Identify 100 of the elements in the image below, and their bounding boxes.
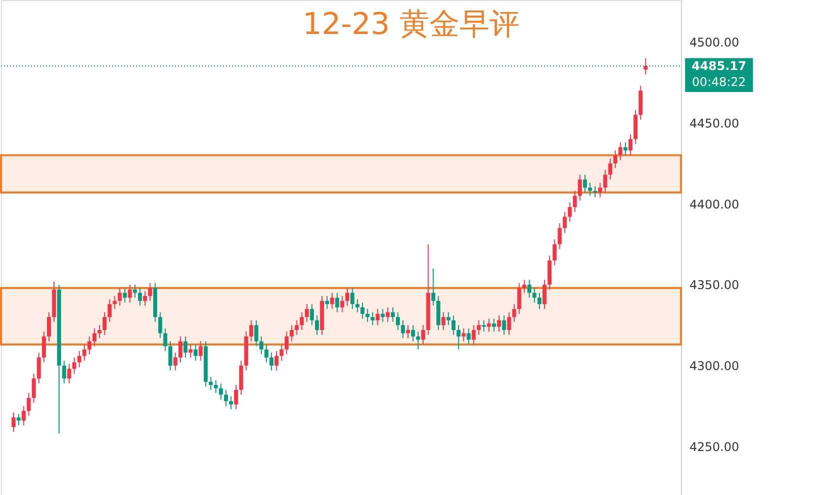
- candlestick: [492, 318, 496, 332]
- y-tick-label: 4300.00: [690, 359, 740, 374]
- candlestick: [441, 312, 446, 330]
- candlestick: [472, 324, 476, 346]
- candlestick: [67, 363, 72, 384]
- candlestick: [532, 287, 536, 303]
- candlestick: [46, 312, 51, 342]
- text: 00:48:22: [692, 75, 746, 90]
- candlestick: [456, 324, 461, 350]
- candlestick: [259, 336, 264, 355]
- candlestick: [22, 406, 26, 426]
- candlestick: [466, 328, 471, 346]
- candlestick: [143, 290, 148, 306]
- candlestick: [269, 352, 274, 371]
- candlestick: [568, 202, 572, 222]
- y-tick-label: 4350.00: [690, 278, 740, 292]
- candlestick: [36, 352, 41, 384]
- candlestick: [462, 328, 466, 342]
- candlestick: [198, 340, 203, 362]
- candlestick: [366, 308, 370, 322]
- candlestick: [218, 382, 223, 400]
- candlestick: [578, 174, 582, 202]
- candlestick: [102, 312, 107, 336]
- candlestick: [380, 308, 385, 322]
- candlestick: [390, 306, 395, 322]
- candlestick: [325, 296, 330, 310]
- candlestick: [62, 360, 66, 384]
- candlestick: [502, 314, 506, 336]
- candlestick: [406, 324, 410, 339]
- candlestick: [173, 352, 178, 371]
- candlestick: [537, 292, 542, 310]
- candlestick: [42, 331, 46, 363]
- candlestick: [396, 312, 400, 330]
- candlestick: [527, 279, 532, 298]
- candlestick: [234, 384, 238, 410]
- candlestick: [294, 320, 299, 336]
- candlestick: [431, 268, 436, 306]
- candlestick: [517, 282, 522, 314]
- candlestick: [16, 414, 21, 426]
- candlestick: [340, 296, 344, 313]
- candlestick: [552, 238, 557, 266]
- chart-title: 12-23 黄金早评: [302, 7, 520, 42]
- candlestick: [482, 320, 486, 332]
- candlestick: [507, 312, 512, 336]
- candlestick: [138, 287, 142, 306]
- y-tick-label: 4250.00: [690, 440, 740, 454]
- candlestick: [588, 182, 592, 196]
- candlestick: [452, 314, 456, 336]
- candlestick: [208, 376, 213, 390]
- candlestick: [168, 340, 172, 371]
- candlestick: [32, 373, 36, 404]
- candlestick: [598, 182, 602, 198]
- candlestick: [128, 284, 132, 303]
- candlestick: [108, 298, 112, 322]
- candlestick: [284, 331, 289, 355]
- candlestick: [386, 306, 390, 322]
- candlestick: [608, 158, 612, 180]
- candlestick: [290, 324, 294, 342]
- candlestick: [522, 279, 526, 294]
- candlestick: [92, 328, 96, 347]
- candlestick: [98, 324, 102, 339]
- candlestick: [132, 284, 137, 298]
- candlestick: [400, 320, 405, 339]
- candlestick: [26, 392, 31, 416]
- candlestick: [644, 58, 648, 75]
- y-tick-label: 4450.00: [690, 116, 740, 130]
- candlestick: [330, 292, 334, 310]
- candlestick: [158, 312, 162, 339]
- candlestick: [603, 169, 608, 193]
- candlestick: [188, 344, 193, 358]
- candlestick: [355, 298, 360, 313]
- candlestick: [194, 344, 198, 362]
- candlestick: [572, 190, 577, 212]
- candlestick: [558, 222, 562, 250]
- candlestick: [72, 357, 76, 374]
- candlestick: [214, 380, 218, 394]
- candlestick: [229, 396, 234, 410]
- candlestick: [12, 412, 16, 432]
- candlestick: [254, 320, 258, 347]
- candlestick: [582, 174, 587, 193]
- candlestick: [112, 296, 117, 310]
- candlestick: [562, 211, 567, 234]
- candlestick: [370, 312, 375, 326]
- candlestick: [178, 336, 182, 363]
- candlestick: [280, 344, 284, 362]
- candlestick: [122, 287, 127, 303]
- candlestick: [376, 308, 380, 326]
- y-tick-label: 4500.00: [690, 36, 740, 50]
- candlestick: [82, 344, 86, 362]
- candlestick: [486, 318, 491, 332]
- candlestick: [512, 304, 516, 322]
- candlestick: [411, 324, 416, 342]
- candlestick: [416, 331, 420, 350]
- candlestick: [224, 389, 228, 407]
- candlestick: [542, 279, 547, 310]
- candlestick: [274, 350, 279, 371]
- candlestick: [304, 304, 309, 322]
- candlestick: [249, 320, 254, 342]
- candlestick: [300, 312, 304, 330]
- candlestick: [184, 336, 188, 358]
